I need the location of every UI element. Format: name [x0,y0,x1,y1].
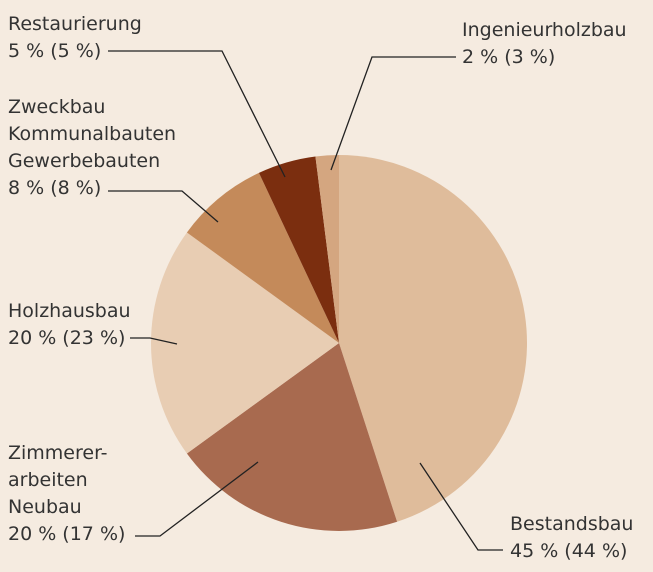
slice-label: Neubau [8,496,82,518]
value-label: 5 % (5 %) [8,40,101,62]
slice-label: arbeiten [8,469,88,491]
slice-label: Restaurierung [8,13,142,35]
pie-slice [186,172,339,343]
slice-label: Zweckbau [8,96,105,118]
leader-line [330,56,456,171]
slice-label: Zimmerer- [8,442,108,464]
leader-line [419,462,503,551]
value-label: 45 % (44 %) [510,540,627,562]
pie-slice [151,232,339,454]
value-label: 8 % (8 %) [8,177,101,199]
pie-slice [186,343,398,532]
value-label: 20 % (23 %) [8,327,125,349]
slice-label: Kommunalbauten [8,123,176,145]
slice-label: Ingenieurholzbau [462,19,627,41]
slice-label: Holzhausbau [8,300,131,322]
slice-label: Bestandsbau [510,513,633,535]
value-label: 20 % (17 %) [8,523,125,545]
pie-slice [258,156,339,343]
leader-line [135,461,259,537]
leader-line [108,190,219,223]
leader-line [108,50,286,178]
value-label: 2 % (3 %) [462,46,555,68]
pie-slice [315,155,339,343]
pie-slice [339,155,527,522]
leader-line [130,337,178,345]
slice-label: Gewerbebauten [8,150,160,172]
